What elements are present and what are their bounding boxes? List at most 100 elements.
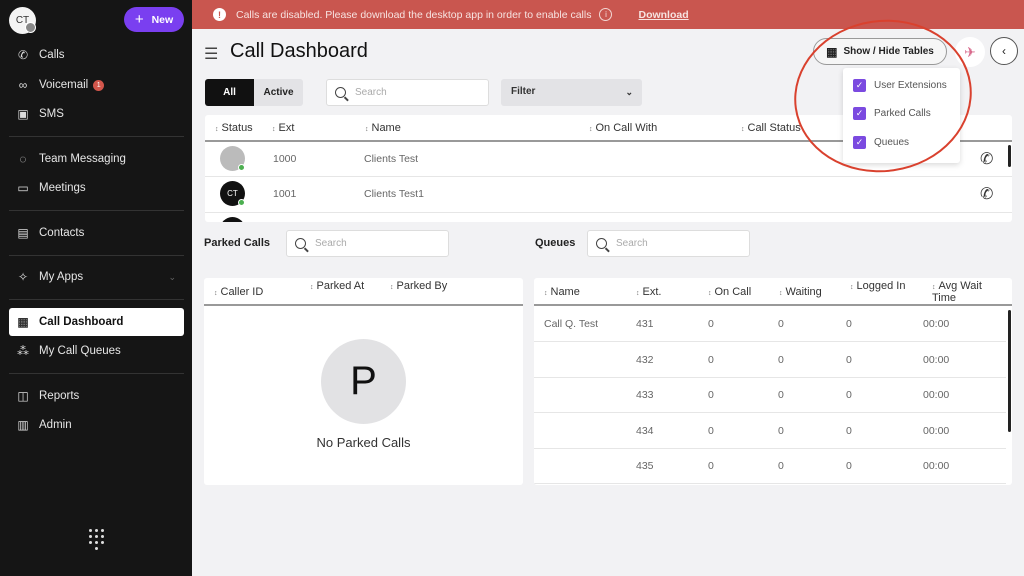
row-divider xyxy=(534,341,1006,342)
empty-state-text: No Parked Calls xyxy=(316,435,411,450)
waiting-cell: 0 xyxy=(778,460,784,472)
chevron-left-icon: ‹ xyxy=(1002,44,1006,58)
sidebar: CT + New ✆ Calls ∞ Voicemail 1 ▣ SMS ◌ Team Me… xyxy=(0,0,192,576)
call-button[interactable]: ✆ xyxy=(980,186,994,203)
sidebar-item-admin[interactable]: ▥ Admin xyxy=(17,418,72,432)
sidebar-item-meetings[interactable]: ▭ Meetings xyxy=(17,181,86,195)
row-divider xyxy=(534,483,1006,484)
column-header-ext[interactable]: Ext. xyxy=(636,287,662,299)
name-cell: Clients Test xyxy=(364,153,419,165)
empty-state-avatar: P xyxy=(321,339,406,424)
info-icon[interactable]: i xyxy=(599,8,613,21)
rocket-button[interactable]: ✈ xyxy=(955,37,985,67)
checkbox-checked-icon: ✓ xyxy=(853,136,866,149)
logged-in-cell: 0 xyxy=(846,460,852,472)
on-call-cell: 0 xyxy=(708,318,714,330)
column-header-parked-by[interactable]: Parked By xyxy=(390,281,450,293)
column-header-name[interactable]: Name xyxy=(544,287,580,299)
queues-title: Queues xyxy=(535,237,576,249)
column-header-call-status[interactable]: Call Status xyxy=(741,123,801,135)
queue-name-cell: Call Q. Test xyxy=(544,318,599,330)
row-divider xyxy=(534,447,1006,449)
download-link[interactable]: Download xyxy=(638,8,689,21)
sidebar-item-call-dashboard[interactable]: ▦ Call Dashboard xyxy=(9,308,184,336)
divider xyxy=(9,210,184,211)
call-button[interactable]: ✆ xyxy=(980,151,994,168)
waiting-cell: 0 xyxy=(778,389,784,401)
sms-icon: ▣ xyxy=(17,107,29,121)
sidebar-item-my-call-queues[interactable]: ⁂ My Call Queues xyxy=(17,344,121,358)
divider xyxy=(9,255,184,256)
voicemail-badge: 1 xyxy=(93,79,105,91)
avatar-status-icon xyxy=(25,22,36,33)
divider xyxy=(9,373,184,374)
name-cell: Clients Test1 xyxy=(364,188,424,200)
logged-in-cell: 0 xyxy=(846,353,852,366)
avatar xyxy=(220,217,245,222)
search-icon xyxy=(295,238,306,249)
toggle-queues[interactable]: ✓ Queues xyxy=(853,136,909,149)
tab-active[interactable]: Active xyxy=(254,79,303,106)
queues-table: Name Ext. On Call Waiting Logged In Avg … xyxy=(534,278,1012,485)
sidebar-item-contacts[interactable]: ▤ Contacts xyxy=(17,226,85,240)
on-call-cell: 0 xyxy=(708,460,714,472)
sidebar-item-reports[interactable]: ◫ Reports xyxy=(17,389,80,403)
column-header-parked-at[interactable]: Parked At xyxy=(310,281,370,293)
toggle-parked-calls[interactable]: ✓ Parked Calls xyxy=(853,107,931,120)
collapse-button[interactable]: ‹ xyxy=(990,37,1018,65)
video-icon: ▭ xyxy=(17,181,29,195)
chevron-down-icon: ⌄ xyxy=(168,271,176,282)
column-header-on-call-with[interactable]: On Call With xyxy=(589,123,658,135)
column-header-logged-in[interactable]: Logged In xyxy=(850,281,910,293)
online-status-icon xyxy=(238,164,245,171)
avatar[interactable]: CT xyxy=(9,7,36,34)
column-header-ext[interactable]: Ext xyxy=(272,123,295,135)
ext-cell: 434 xyxy=(636,424,654,437)
avg-wait-time-cell: 00:00 xyxy=(923,389,950,401)
sidebar-item-my-apps[interactable]: ✧ My Apps ⌄ xyxy=(17,270,176,284)
tab-all[interactable]: All xyxy=(205,79,254,106)
sidebar-item-calls[interactable]: ✆ Calls xyxy=(17,48,65,62)
menu-icon[interactable]: ☰ xyxy=(204,46,219,63)
filter-select[interactable]: Filter ⌄ xyxy=(501,79,642,106)
scrollbar[interactable] xyxy=(1008,310,1011,432)
toggle-user-extensions[interactable]: ✓ User Extensions xyxy=(853,79,947,92)
checkbox-checked-icon: ✓ xyxy=(853,79,866,92)
sidebar-item-team-messaging[interactable]: ◌ Team Messaging xyxy=(16,146,184,172)
parked-calls-search-input[interactable]: Search xyxy=(286,230,449,257)
column-header-avg-wait-time[interactable]: Avg Wait Time xyxy=(932,281,1002,304)
column-header-on-call[interactable]: On Call xyxy=(708,287,752,299)
sidebar-item-sms[interactable]: ▣ SMS xyxy=(17,107,64,121)
ext-cell: 431 xyxy=(636,318,654,330)
new-button[interactable]: + New xyxy=(124,7,184,32)
column-header-waiting[interactable]: Waiting xyxy=(779,287,822,299)
waiting-cell: 0 xyxy=(778,318,784,330)
ext-cell: 433 xyxy=(636,389,654,401)
row-divider xyxy=(534,376,1006,378)
logged-in-cell: 0 xyxy=(846,389,852,401)
search-icon xyxy=(335,87,346,98)
queues-search-input[interactable]: Search xyxy=(587,230,750,257)
avg-wait-time-cell: 00:00 xyxy=(923,424,950,437)
show-hide-tables-button[interactable]: ▦ Show / Hide Tables xyxy=(813,38,947,65)
search-icon xyxy=(596,238,607,249)
contacts-icon: ▤ xyxy=(17,226,29,240)
chevron-down-icon: ⌄ xyxy=(625,87,633,97)
dropdown-menu: ✓ User Extensions ✓ Parked Calls ✓ Queues xyxy=(843,68,960,163)
dashboard-icon: ▦ xyxy=(17,315,29,329)
scrollbar[interactable] xyxy=(1008,145,1011,167)
column-header-status[interactable]: Status xyxy=(215,123,253,135)
voicemail-icon: ∞ xyxy=(18,78,28,92)
logged-in-cell: 0 xyxy=(846,318,852,330)
extensions-search-input[interactable]: Search xyxy=(326,79,489,106)
dialpad-icon[interactable] xyxy=(89,529,105,551)
divider xyxy=(9,136,184,137)
sidebar-item-voicemail[interactable]: ∞ Voicemail 1 xyxy=(16,72,184,98)
avg-wait-time-cell: 00:00 xyxy=(923,460,950,472)
divider xyxy=(9,299,184,300)
alert-icon: ! xyxy=(213,8,226,21)
column-header-caller-id[interactable]: Caller ID xyxy=(214,287,264,299)
waiting-cell: 0 xyxy=(778,424,784,437)
phone-icon: ✆ xyxy=(17,48,29,62)
column-header-name[interactable]: Name xyxy=(365,123,401,135)
